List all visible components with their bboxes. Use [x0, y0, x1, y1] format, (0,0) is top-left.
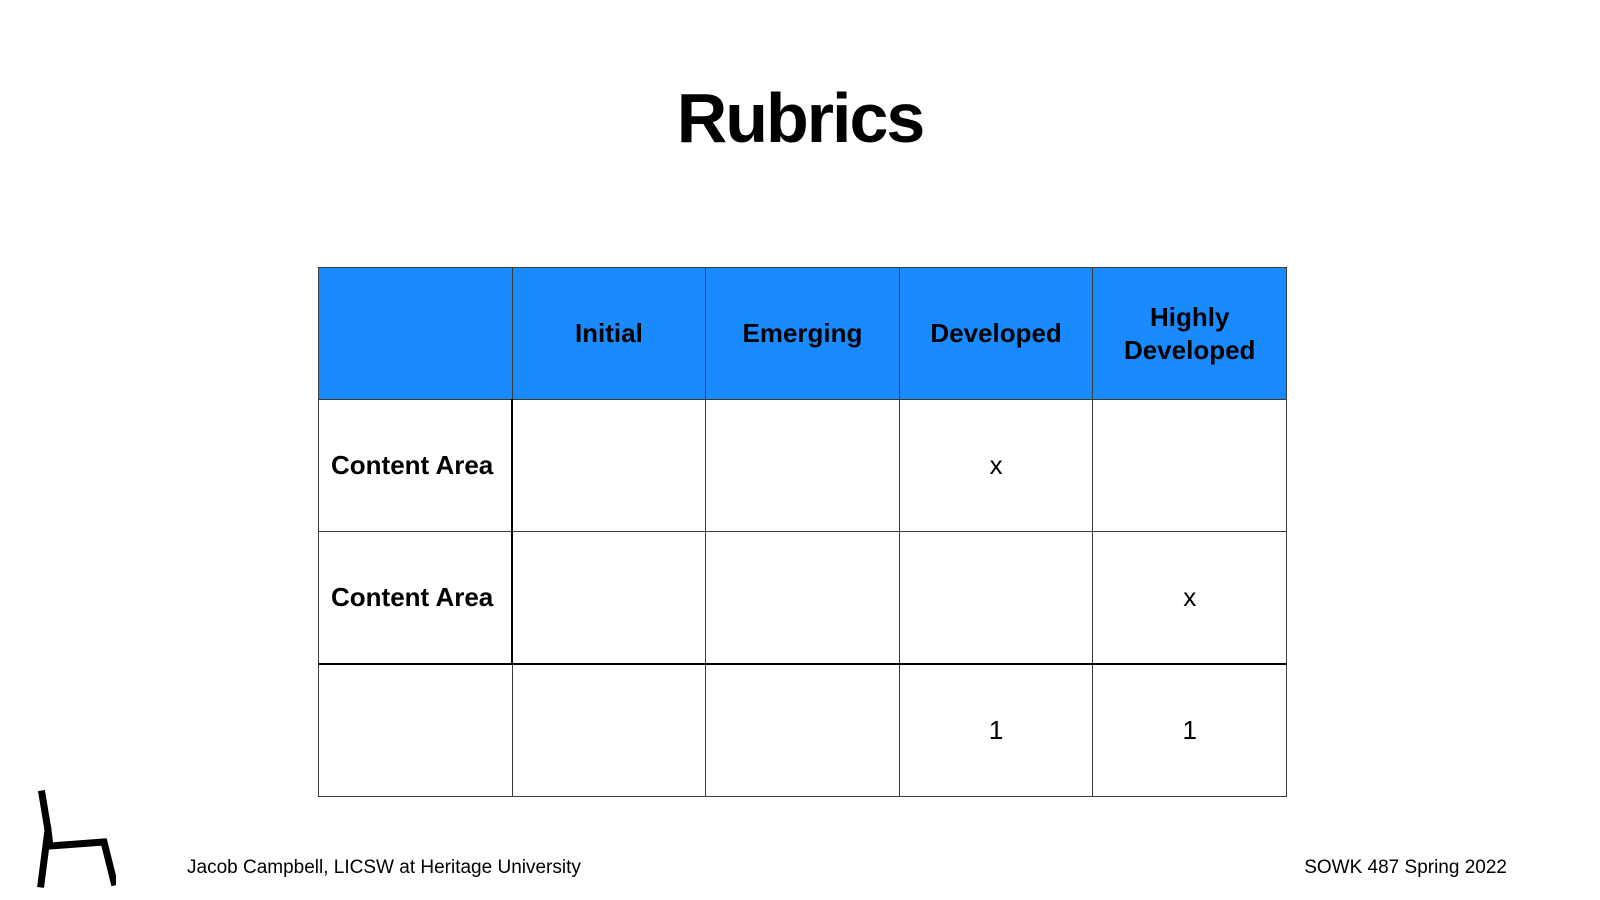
- table-cell: [511, 399, 707, 532]
- table-cell: x: [898, 399, 1094, 532]
- rubric-table: Initial Emerging Developed Highly Develo…: [318, 267, 1287, 797]
- header-cell-developed: Developed: [898, 267, 1094, 400]
- table-row: Content Area x: [318, 531, 1287, 665]
- table-row-total: 1 1: [318, 663, 1287, 797]
- slide-title: Rubrics: [676, 79, 926, 157]
- table-cell: [705, 399, 900, 532]
- table-cell: [1092, 399, 1287, 532]
- header-cell-blank: [318, 267, 513, 400]
- table-cell: 1: [898, 663, 1094, 797]
- header-cell-highly-developed: Highly Developed: [1092, 267, 1287, 400]
- table-cell: [705, 663, 900, 797]
- header-cell-initial: Initial: [511, 267, 707, 400]
- header-cell-highly-developed-label: Highly Developed: [1123, 301, 1256, 365]
- footer-author: Jacob Campbell, LICSW at Heritage Univer…: [187, 857, 581, 878]
- row-label: Content Area: [318, 531, 514, 665]
- table-cell: [511, 531, 707, 665]
- table-cell: x: [1092, 531, 1287, 665]
- table-cell: 1: [1092, 663, 1287, 797]
- total-row-label: [318, 663, 513, 797]
- row-label: Content Area: [318, 399, 514, 532]
- footer-course: SOWK 487 Spring 2022: [1304, 857, 1507, 878]
- table-cell: [511, 663, 707, 797]
- table-cell: [705, 531, 900, 665]
- table-cell: [898, 531, 1094, 665]
- header-cell-emerging: Emerging: [705, 267, 900, 400]
- table-row: Content Area x: [318, 399, 1287, 532]
- header-row: Initial Emerging Developed Highly Develo…: [318, 267, 1287, 400]
- chair-icon: [37, 790, 116, 888]
